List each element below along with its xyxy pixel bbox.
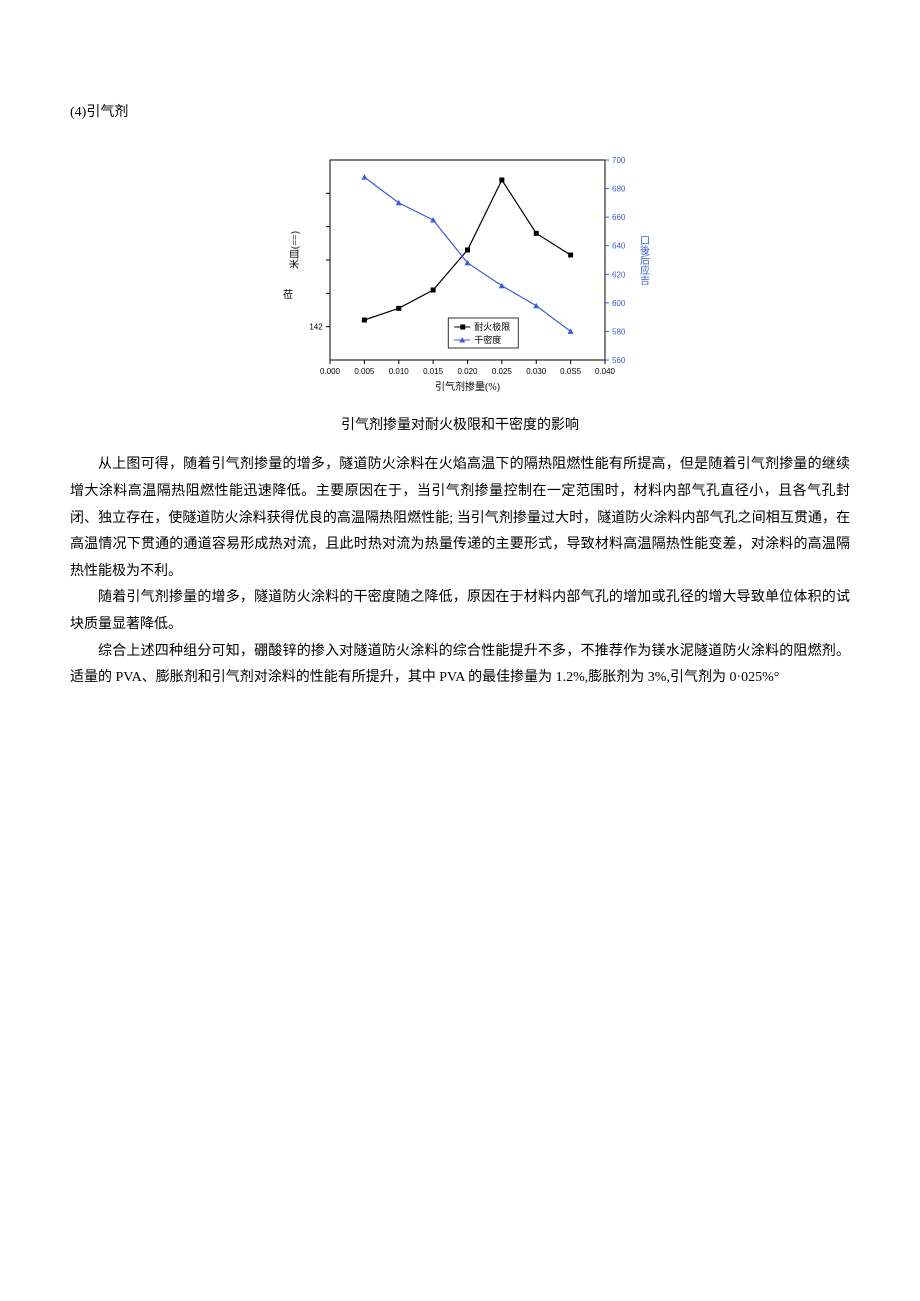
svg-text:干密度: 干密度: [474, 334, 501, 345]
svg-text:0.015: 0.015: [423, 367, 444, 376]
svg-text:560: 560: [612, 356, 626, 365]
svg-text:660: 660: [612, 213, 626, 222]
paragraph-3: 综合上述四种组分可知，硼酸锌的掺入对隧道防火涂料的综合性能提升不多，不推荐作为镁…: [70, 639, 850, 692]
svg-text:莅: 莅: [283, 289, 293, 301]
svg-text:580: 580: [612, 328, 626, 337]
svg-text:142: 142: [309, 323, 323, 332]
paragraph-1: 从上图可得，随着引气剂掺量的增多，隧道防火涂料在火焰高温下的隔热阻燃性能有所提高…: [70, 452, 850, 585]
svg-text:0.020: 0.020: [457, 367, 478, 376]
svg-text:耐火极限: 耐火极限: [474, 321, 510, 332]
svg-text:口後后应吉: 口後后应吉: [638, 235, 650, 286]
svg-text:680: 680: [612, 185, 626, 194]
svg-text:0.0S5: 0.0S5: [560, 367, 581, 376]
dual-axis-line-chart: 0.000 0.005 0.010 0.015 0.020 0.025 0.030 0.0S5…: [270, 145, 650, 405]
svg-text:640: 640: [612, 242, 626, 251]
chart-caption: 引气剂掺量对耐火极限和干密度的影响: [70, 413, 850, 438]
svg-text:0.030: 0.030: [526, 367, 547, 376]
svg-text:0.005: 0.005: [354, 367, 375, 376]
svg-text:620: 620: [612, 270, 626, 279]
svg-text:0.010: 0.010: [389, 367, 410, 376]
svg-text:700: 700: [612, 156, 626, 165]
section-header: (4)引气剂: [70, 100, 850, 125]
svg-text:0.025: 0.025: [492, 367, 513, 376]
svg-text:米皿(==): 米皿(==): [288, 231, 301, 269]
svg-text:600: 600: [612, 299, 626, 308]
svg-text:引气剂掺量(%): 引气剂掺量(%): [435, 380, 500, 393]
svg-text:0.040: 0.040: [595, 367, 616, 376]
paragraph-2: 随着引气剂掺量的增多，隧道防火涂料的干密度随之降低，原因在于材料内部气孔的增加或…: [70, 585, 850, 638]
svg-text:0.000: 0.000: [320, 367, 341, 376]
